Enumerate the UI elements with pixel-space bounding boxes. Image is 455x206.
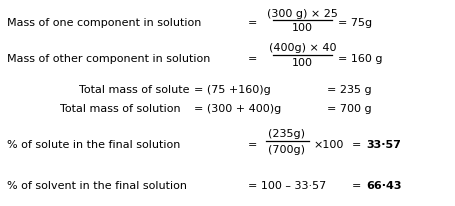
Text: = (75 +160)g: = (75 +160)g [194,85,270,95]
Text: = 100 – 33·57: = 100 – 33·57 [248,180,326,190]
Text: 33·57: 33·57 [365,139,400,149]
Text: = 235 g: = 235 g [326,85,371,95]
Text: % of solvent in the final solution: % of solvent in the final solution [7,180,187,190]
Text: (400g) × 40: (400g) × 40 [268,43,335,53]
Text: =: = [351,139,364,149]
Text: (700g): (700g) [268,145,304,154]
Text: % of solute in the final solution: % of solute in the final solution [7,139,180,149]
Text: =: = [248,18,257,28]
Text: (300 g) × 25: (300 g) × 25 [266,9,337,19]
Text: Total mass of solution: Total mass of solution [60,103,180,113]
Text: Mass of other component in solution: Mass of other component in solution [7,54,210,64]
Text: = 160 g: = 160 g [338,54,382,64]
Text: 66·43: 66·43 [365,180,401,190]
Text: ×100: ×100 [313,139,343,149]
Text: Mass of one component in solution: Mass of one component in solution [7,18,201,28]
Text: 100: 100 [291,58,312,68]
Text: = (300 + 400)g: = (300 + 400)g [194,103,281,113]
Text: 100: 100 [291,23,312,33]
Text: Total mass of solute: Total mass of solute [79,85,189,95]
Text: =: = [248,54,257,64]
Text: (235g): (235g) [268,129,304,138]
Text: =: = [351,180,364,190]
Text: = 700 g: = 700 g [326,103,371,113]
Text: = 75g: = 75g [338,18,372,28]
Text: =: = [248,139,257,149]
